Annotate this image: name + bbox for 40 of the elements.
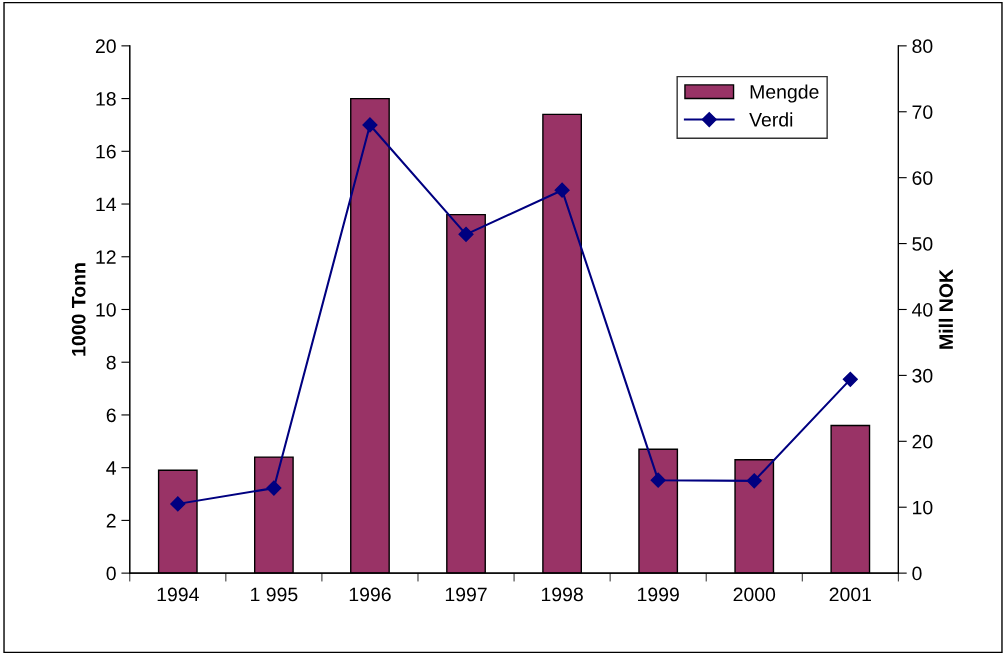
y-tick-label: 14 xyxy=(96,197,117,212)
y2-tick-label: 80 xyxy=(912,39,933,54)
legend-label: Verdi xyxy=(749,112,793,127)
y-axis-title: 1000 Tonn xyxy=(71,263,86,356)
y-tick-label: 8 xyxy=(106,355,116,370)
point xyxy=(554,182,570,198)
point xyxy=(266,480,282,496)
point xyxy=(458,226,474,242)
point xyxy=(842,371,858,387)
y2-tick-label: 10 xyxy=(913,500,933,515)
y2-tick-label: 0 xyxy=(912,566,922,581)
legend-label: Mengde xyxy=(750,84,819,103)
point xyxy=(650,472,666,488)
x-tick-label: 1999 xyxy=(638,587,679,602)
point xyxy=(170,496,186,512)
y2-tick-label: 70 xyxy=(912,105,933,119)
y-tick-label: 20 xyxy=(95,39,116,54)
y2-axis-title: Mill NOK xyxy=(938,269,954,349)
x-tick-label: 2001 xyxy=(829,587,871,602)
x-tick-label: 1997 xyxy=(445,587,487,602)
x-tick-label: 1 995 xyxy=(251,587,298,602)
y-tick-label: 12 xyxy=(96,250,116,264)
y-tick-label: 18 xyxy=(96,92,116,106)
point xyxy=(746,473,762,489)
y-tick-label: 6 xyxy=(106,408,116,423)
y2-tick-label: 60 xyxy=(912,171,933,185)
y-tick-label: 16 xyxy=(96,144,116,159)
y2-tick-label: 20 xyxy=(912,434,933,449)
y-tick-label: 4 xyxy=(106,461,117,475)
x-tick-label: 1994 xyxy=(157,587,199,602)
y2-tick-label: 30 xyxy=(912,368,933,383)
y2-tick-label: 50 xyxy=(912,237,933,251)
point xyxy=(362,117,378,133)
y2-tick-label: 40 xyxy=(912,302,933,317)
x-tick-label: 1996 xyxy=(349,587,391,602)
y-tick-label: 10 xyxy=(96,302,116,317)
x-tick-label: 1998 xyxy=(541,587,583,602)
x-tick-label: 2000 xyxy=(733,587,776,602)
y-tick-label: 2 xyxy=(106,513,116,528)
y-tick-label: 0 xyxy=(106,566,116,581)
